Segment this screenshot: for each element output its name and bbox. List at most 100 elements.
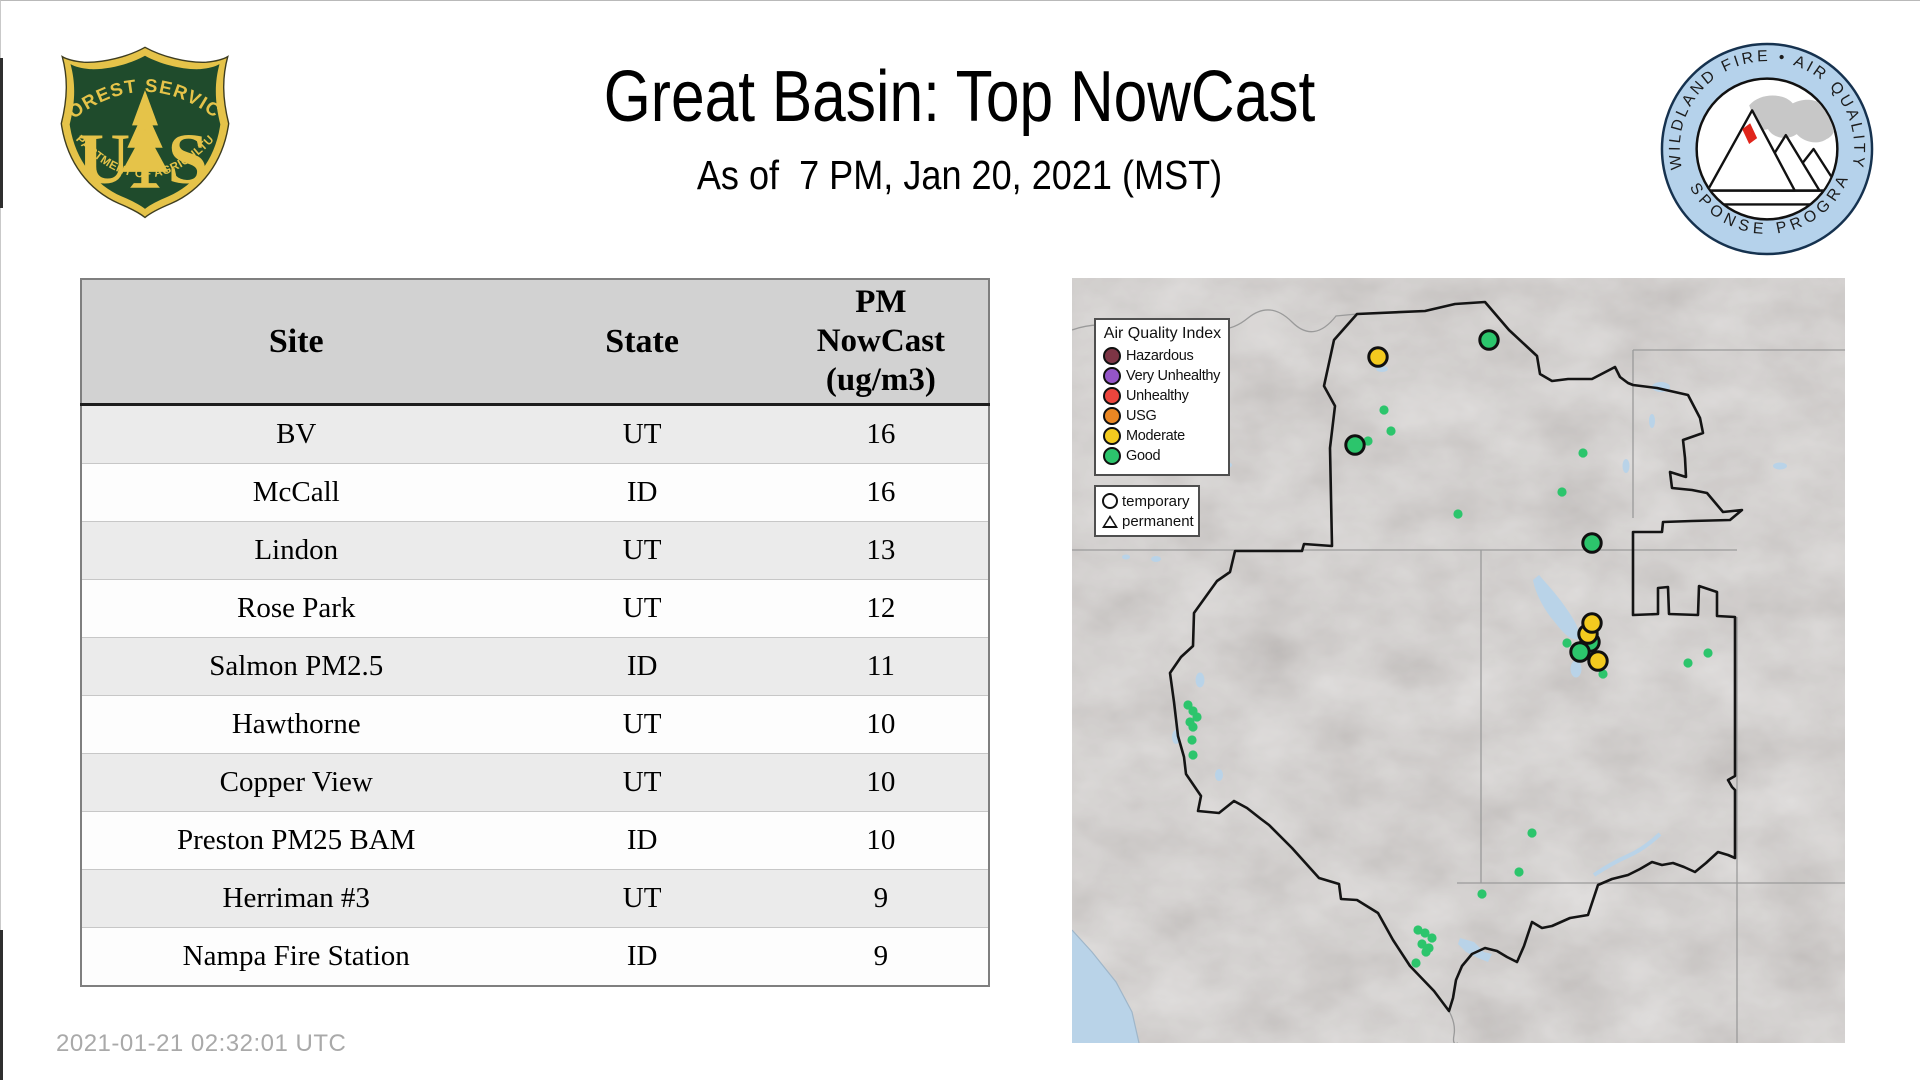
aqi-legend-label: Hazardous	[1126, 348, 1194, 364]
table-row: Preston PM25 BAM ID 10	[81, 811, 989, 870]
aqi-legend-item: USG	[1103, 407, 1222, 425]
monitor-marker-good	[1569, 641, 1591, 663]
table-row: Copper View UT 10	[81, 753, 989, 812]
monitor-dot-good	[1527, 828, 1537, 838]
pm-value-cell: 16	[773, 463, 989, 522]
aqi-legend-item: Unhealthy	[1103, 387, 1222, 405]
col-header-site: Site	[81, 279, 511, 406]
permanent-triangle-icon	[1102, 514, 1118, 528]
site-cell: Lindon	[81, 521, 511, 580]
great-basin-boundary	[1168, 300, 1744, 1013]
aqi-legend-item: Very Unhealthy	[1103, 367, 1222, 385]
monitor-dot-good	[1420, 928, 1430, 938]
monitor-marker-good	[1581, 532, 1603, 554]
pm-value-cell: 10	[773, 753, 989, 812]
table-header-row: Site State PM NowCast (ug/m3)	[81, 279, 989, 406]
site-cell: McCall	[81, 463, 511, 522]
smoke-cloud-icon	[1749, 95, 1835, 143]
monitor-dot-good	[1562, 638, 1572, 648]
symbol-legend: temporary permanent	[1094, 485, 1200, 537]
page-subtitle: As of 7 PM, Jan 20, 2021 (MST)	[697, 152, 1223, 198]
monitor-dot-good	[1188, 722, 1198, 732]
pm-value-cell: 11	[773, 637, 989, 696]
state-cell: UT	[510, 579, 774, 638]
aqi-swatch-icon	[1103, 347, 1121, 365]
wfaqrp-badge-icon: WILDLAND FIRE • AIR QUALITY RESPONSE PRO…	[1649, 27, 1874, 256]
scan-edge-artifact	[0, 930, 3, 1080]
pm-value-cell: 13	[773, 521, 989, 580]
fs-monogram-s: S	[168, 118, 208, 199]
monitor-marker-good	[1478, 329, 1500, 351]
monitor-dot-good	[1703, 648, 1713, 658]
aqi-legend-label: Unhealthy	[1126, 388, 1189, 404]
monitor-dot-good	[1557, 487, 1567, 497]
monitor-marker-moderate	[1581, 612, 1603, 634]
aqi-legend-title: Air Quality Index	[1103, 325, 1222, 342]
site-cell: Herriman #3	[81, 869, 511, 928]
wfaqrp-logo: WILDLAND FIRE • AIR QUALITY RESPONSE PRO…	[1649, 27, 1876, 258]
monitor-dot-good	[1421, 947, 1431, 957]
state-cell: ID	[510, 811, 774, 870]
site-cell: BV	[81, 404, 511, 464]
pm-value-cell: 16	[773, 404, 989, 464]
table-row: Salmon PM2.5 ID 11	[81, 637, 989, 696]
ocean-water	[1072, 930, 1139, 1043]
pm-value-cell: 10	[773, 695, 989, 754]
site-cell: Nampa Fire Station	[81, 927, 511, 986]
aqi-swatch-icon	[1103, 387, 1121, 405]
forest-service-shield-icon: FOREST SERVICE U S DEPARTMENT OF AGRICUL…	[45, 25, 230, 219]
monitor-marker-moderate	[1367, 346, 1389, 368]
aqi-swatch-icon	[1103, 367, 1121, 385]
symbol-label: temporary	[1122, 492, 1190, 510]
aqi-swatch-icon	[1103, 407, 1121, 425]
small-monitor-dots	[1183, 405, 1713, 968]
nowcast-table: Site State PM NowCast (ug/m3) BV UT 16 M…	[80, 278, 990, 987]
pm-value-cell: 12	[773, 579, 989, 638]
pm-value-cell: 9	[773, 927, 989, 986]
monitor-dot-good	[1417, 939, 1427, 949]
monitor-dot-good	[1192, 712, 1202, 722]
monitor-dot-good	[1427, 933, 1437, 943]
monitor-dot-good	[1477, 889, 1487, 899]
temporary-circle-icon	[1102, 493, 1118, 509]
pine-tree-icon	[121, 90, 169, 188]
monitor-dot-good	[1578, 448, 1588, 458]
monitor-dot-good	[1411, 958, 1421, 968]
state-cell: UT	[510, 753, 774, 812]
aqi-legend-label: Good	[1126, 448, 1161, 464]
table-row: Hawthorne UT 10	[81, 695, 989, 754]
site-cell: Rose Park	[81, 579, 511, 638]
forest-service-logo: FOREST SERVICE U S DEPARTMENT OF AGRICUL…	[45, 25, 238, 222]
aqi-legend-item: Moderate	[1103, 427, 1222, 445]
monitor-dot-good	[1363, 436, 1373, 446]
pm-value-cell: 10	[773, 811, 989, 870]
table-row: Lindon UT 13	[81, 521, 989, 580]
state-cell: UT	[510, 404, 774, 464]
aqi-swatch-icon	[1103, 427, 1121, 445]
state-cell: UT	[510, 521, 774, 580]
aqi-legend-item: Good	[1103, 447, 1222, 465]
site-cell: Copper View	[81, 753, 511, 812]
monitor-dot-good	[1188, 750, 1198, 760]
scan-edge-artifact	[0, 58, 3, 208]
table-row: Nampa Fire Station ID 9	[81, 927, 989, 986]
aqi-swatch-icon	[1103, 447, 1121, 465]
monitor-marker-good	[1344, 434, 1366, 456]
table-row: Rose Park UT 12	[81, 579, 989, 638]
state-cell: UT	[510, 695, 774, 754]
monitor-dot-good	[1598, 669, 1608, 679]
map: Air Quality Index Hazardous Very Unhealth…	[1072, 278, 1845, 1043]
monitor-dot-good	[1379, 405, 1389, 415]
symbol-label: permanent	[1122, 512, 1194, 530]
aqi-legend-label: Very Unhealthy	[1126, 368, 1221, 384]
symbol-legend-item: temporary	[1102, 491, 1192, 511]
site-cell: Hawthorne	[81, 695, 511, 754]
table-row: Herriman #3 UT 9	[81, 869, 989, 928]
monitor-dot-good	[1386, 426, 1396, 436]
lake-powell	[1592, 832, 1662, 877]
state-cell: UT	[510, 869, 774, 928]
state-cell: ID	[510, 463, 774, 522]
col-header-pm: PM NowCast (ug/m3)	[773, 279, 989, 406]
col-header-state: State	[510, 279, 774, 406]
symbol-legend-item: permanent	[1102, 511, 1194, 531]
